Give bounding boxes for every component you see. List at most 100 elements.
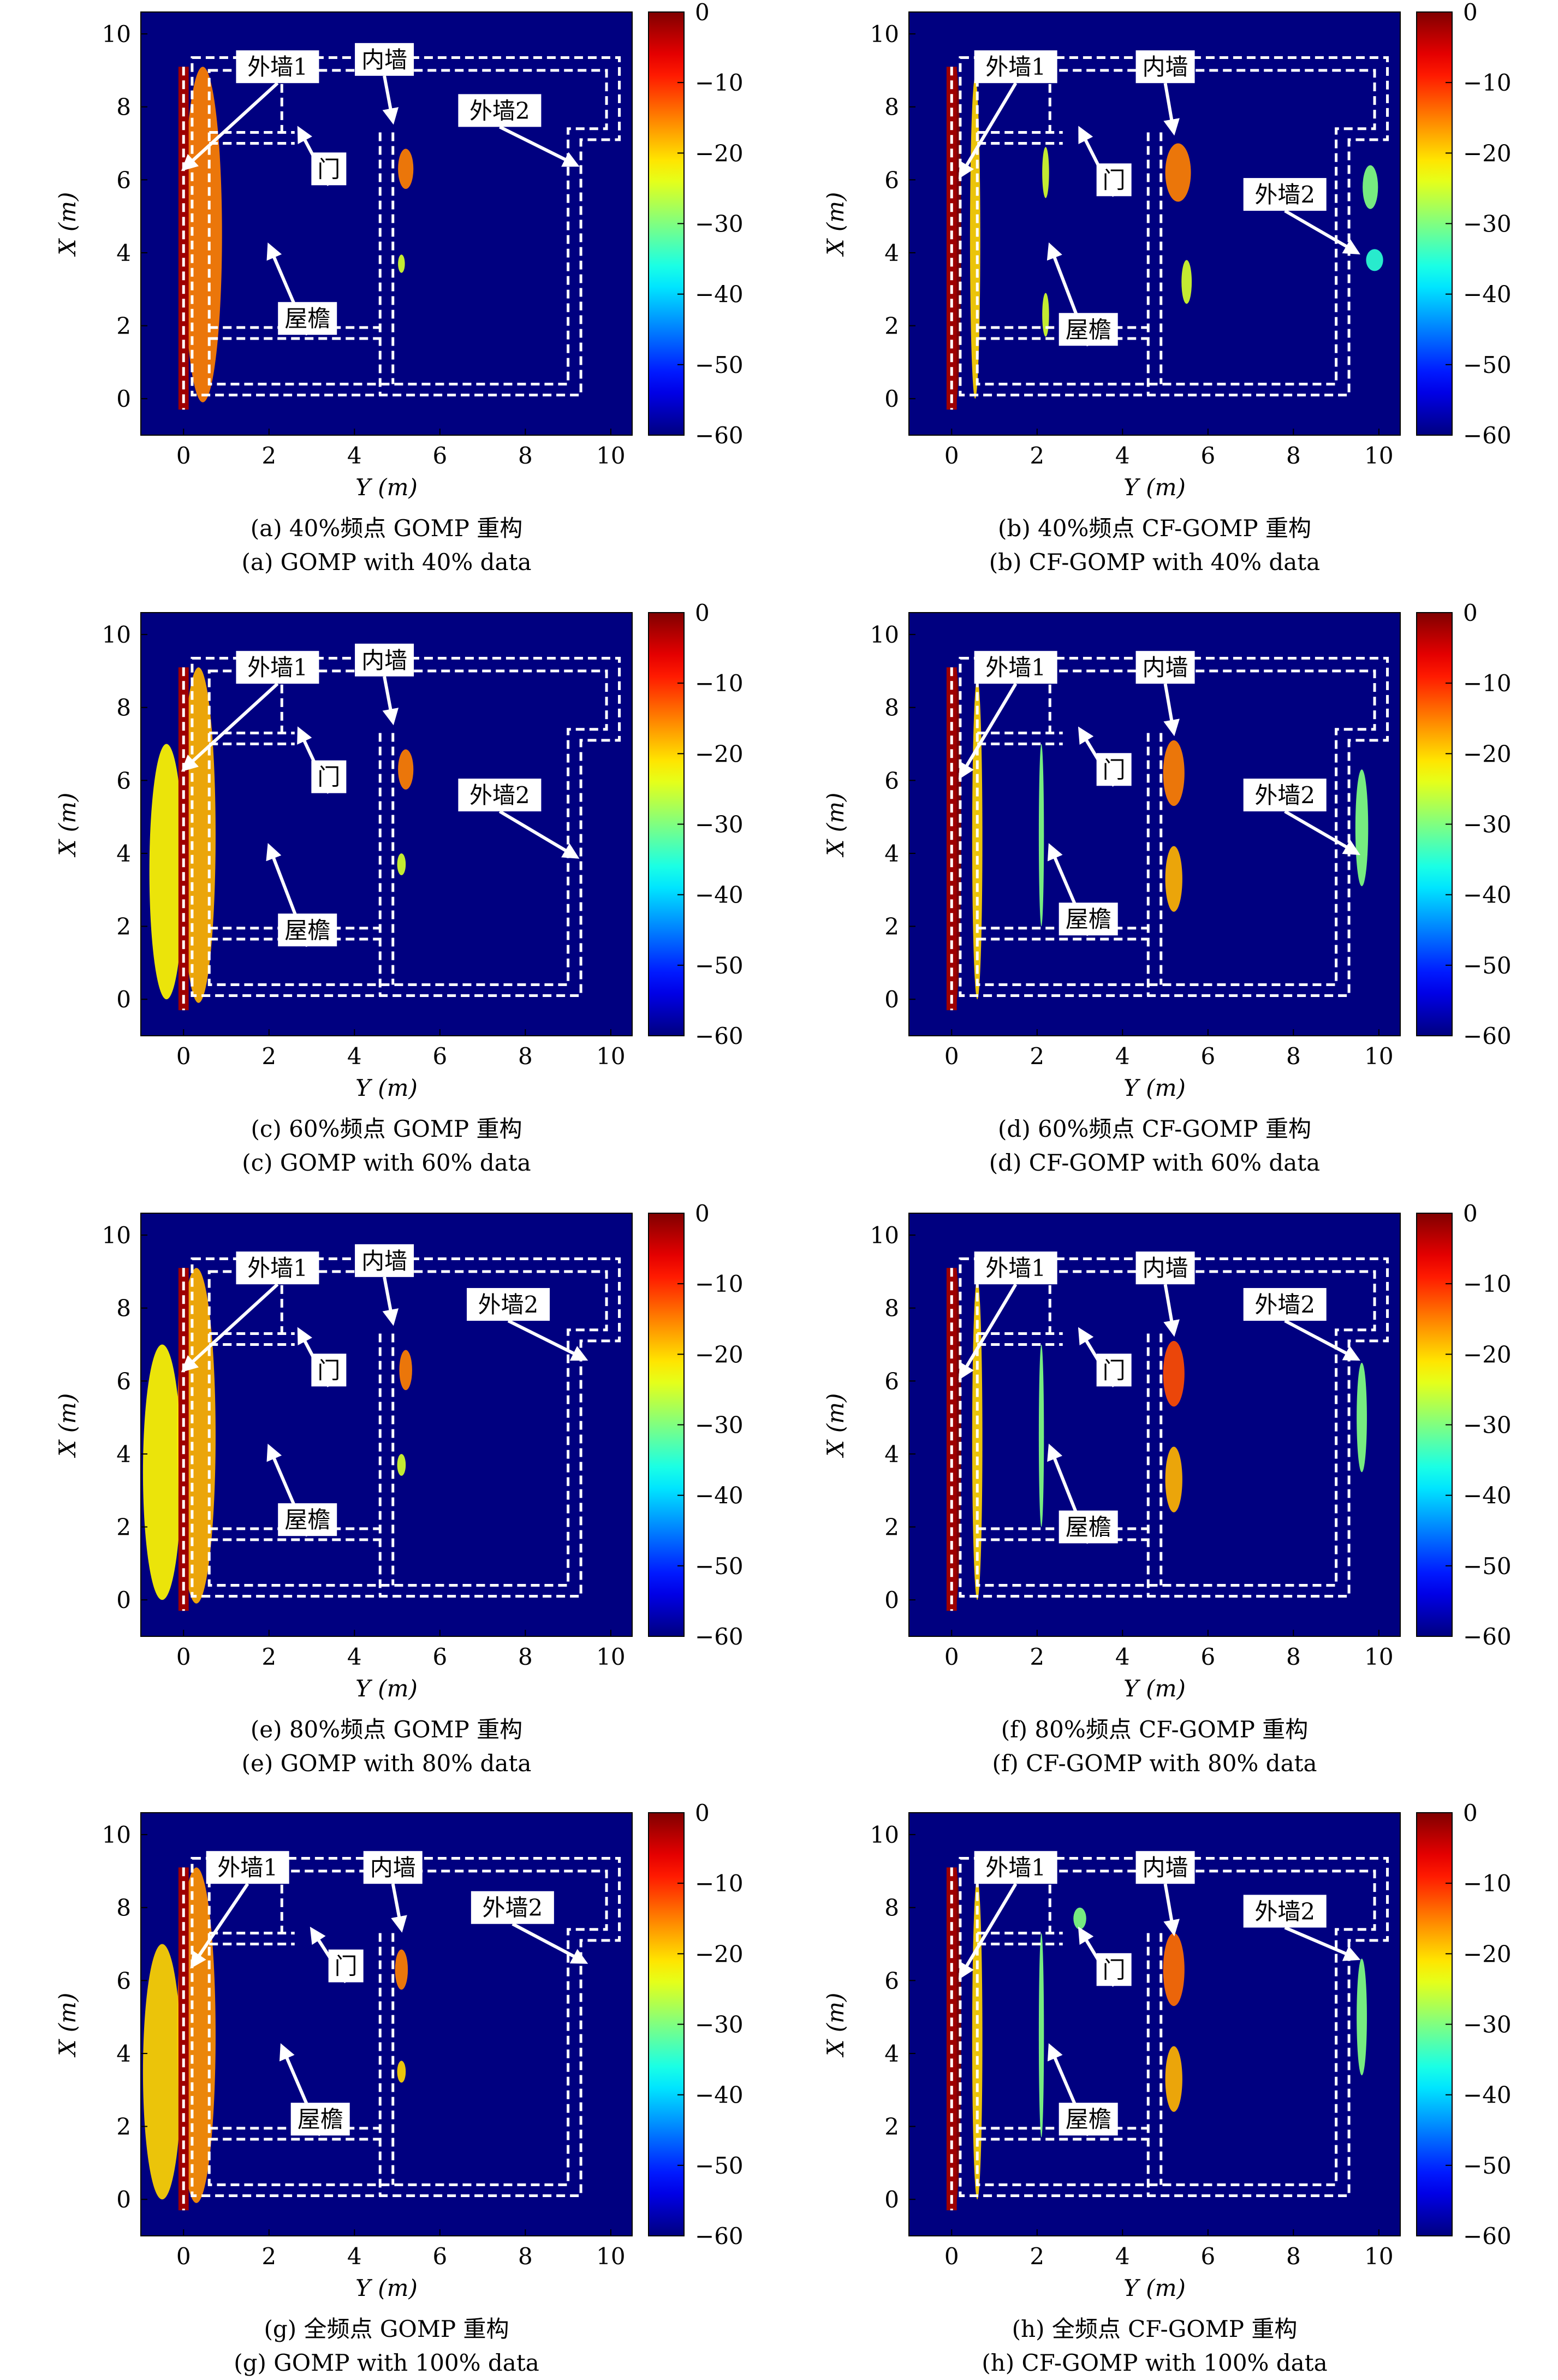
y-axis-label: X (m) (822, 1993, 849, 2058)
annotation-label: 外墙1 (985, 654, 1046, 681)
intensity-region (1355, 769, 1369, 887)
annotation-box (1243, 1288, 1327, 1321)
building-outline (191, 56, 621, 397)
annotation-box (974, 1851, 1057, 1884)
intensity-region (1163, 740, 1185, 806)
annotation-label: 门 (1103, 1956, 1126, 1983)
caption-en-d: (d) CF-GOMP with 60% data (989, 1149, 1321, 1176)
intensity-region (395, 1949, 408, 1990)
annotation-label: 屋檐 (298, 2106, 343, 2133)
y-tick-label: 6 (884, 167, 899, 193)
annotation-arrow (507, 1319, 588, 1361)
annotation-label: 外墙1 (247, 654, 308, 681)
y-tick-label: 0 (884, 385, 899, 412)
x-tick-label: 2 (1030, 1043, 1044, 1070)
colorbar-tick-label: −10 (1463, 1271, 1512, 1297)
annotation-label: 外墙1 (985, 54, 1046, 80)
y-tick-label: 6 (884, 1967, 899, 1994)
annotation-label: 外墙2 (1254, 1898, 1315, 1925)
axes-frame (140, 1213, 633, 1637)
intensity-region (1363, 165, 1378, 209)
colorbar-tick-label: 0 (1463, 0, 1478, 26)
y-tick-label: 10 (870, 1821, 899, 1848)
annotation-arrow (1284, 1319, 1361, 1361)
intensity-region (972, 1878, 983, 2200)
y-tick-label: 8 (884, 1295, 899, 1322)
annotation-label: 外墙2 (1254, 181, 1315, 208)
colorbar-tick-label: −40 (695, 1482, 744, 1509)
colorbar-tick-label: −10 (695, 1271, 744, 1297)
x-tick-label: 10 (1364, 442, 1393, 469)
annotation-arrow (958, 82, 1018, 179)
colorbar-tick-label: −10 (695, 670, 744, 697)
colorbar-tick-label: −40 (1463, 882, 1512, 909)
x-tick-label: 4 (1115, 1643, 1130, 1670)
annotation-arrow (1284, 1926, 1361, 1961)
annotation-label: 内墙 (1143, 1854, 1188, 1881)
y-tick-label: 8 (116, 94, 131, 121)
intensity-region (1038, 1933, 1044, 2138)
x-tick-label: 10 (596, 442, 625, 469)
x-tick-label: 0 (176, 442, 191, 469)
y-axis-label: X (m) (54, 793, 81, 858)
axes-frame (140, 11, 633, 436)
annotation-box (974, 1251, 1057, 1285)
intensity-region (1163, 1340, 1185, 1407)
y-tick-label: 2 (116, 1514, 131, 1541)
annotation-label: 内墙 (1143, 1255, 1188, 1281)
x-tick-label: 4 (1115, 442, 1130, 469)
x-tick-label: 8 (1286, 442, 1301, 469)
colorbar-tick-label: 0 (695, 1200, 710, 1227)
annotation-box (278, 913, 337, 947)
intensity-region (1165, 2046, 1182, 2112)
intensity-region (397, 1453, 406, 1476)
intensity-region (1181, 260, 1192, 304)
annotation-label: 外墙2 (483, 1895, 543, 1921)
y-tick-label: 10 (870, 621, 899, 648)
annotation-box (1135, 651, 1195, 684)
x-tick-label: 4 (347, 1643, 362, 1670)
intensity-region (1165, 846, 1182, 912)
annotation-box (1059, 1510, 1118, 1544)
building-outline-inner (207, 1270, 608, 1587)
annotation-label: 门 (317, 764, 340, 791)
y-tick-label: 0 (116, 1587, 131, 1613)
y-axis-label: X (m) (822, 192, 849, 257)
annotation-box (236, 651, 319, 684)
x-tick-label: 0 (944, 2243, 959, 2270)
annotation-box (311, 760, 347, 793)
x-axis-label: Y (m) (1123, 1075, 1186, 1101)
annotation-box (311, 1354, 347, 1387)
annotation-arrow (391, 1883, 407, 1933)
y-tick-label: 4 (884, 240, 899, 266)
y-tick-label: 10 (102, 1222, 131, 1249)
x-tick-label: 4 (347, 1043, 362, 1070)
building-outline (959, 657, 1389, 998)
colorbar-tick-label: −50 (695, 352, 744, 378)
colorbar-tick-label: −50 (1463, 1553, 1512, 1580)
axes-frame (140, 612, 633, 1036)
colorbar-tick-label: −10 (1463, 69, 1512, 96)
y-tick-label: 2 (116, 2114, 131, 2140)
annotation-label: 内墙 (370, 1854, 416, 1881)
annotation-label: 外墙2 (469, 97, 530, 124)
x-tick-label: 0 (944, 442, 959, 469)
annotation-label: 外墙1 (985, 1255, 1046, 1281)
y-tick-label: 4 (884, 2040, 899, 2067)
y-tick-label: 2 (884, 1514, 899, 1541)
building-outline (959, 56, 1389, 397)
x-tick-label: 8 (518, 2243, 533, 2270)
colorbar-tick-label: −20 (1463, 740, 1512, 767)
annotation-arrow (1284, 810, 1360, 855)
colorbar-tick-label: −10 (1463, 1870, 1512, 1897)
annotation-box (1135, 1851, 1195, 1884)
building-outline (191, 1857, 621, 2198)
x-axis-label: Y (m) (355, 1075, 418, 1101)
x-tick-label: 0 (176, 1643, 191, 1670)
colorbar-tick-label: −30 (1463, 811, 1512, 838)
annotation-box (1243, 779, 1327, 812)
y-tick-label: 0 (116, 385, 131, 412)
intensity-region (1163, 1933, 1185, 2007)
